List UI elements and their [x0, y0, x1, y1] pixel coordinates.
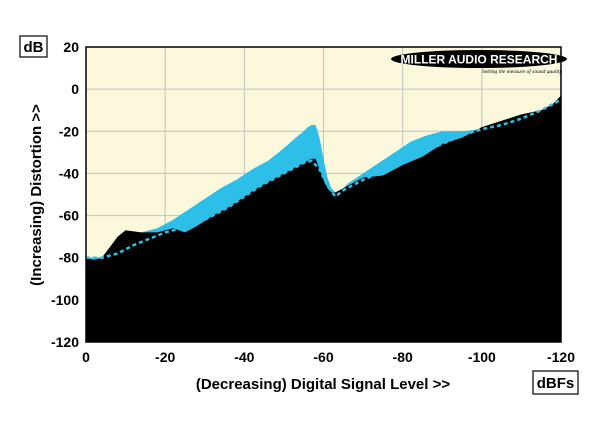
logo-name: MILLER AUDIO RESEARCH: [401, 53, 558, 67]
x-unit-label: dBFs: [537, 375, 575, 392]
logo-tagline: Setting the measure of sound quality: [482, 68, 563, 75]
miller-audio-research-logo: MILLER AUDIO RESEARCH Setting the measur…: [391, 50, 567, 75]
x-tick-label: 0: [82, 349, 90, 365]
x-unit-box: dBFs: [532, 370, 579, 395]
y-axis-title: (Increasing) Distortion >>: [28, 104, 45, 286]
y-tick-label: -80: [59, 250, 79, 266]
y-tick-label: -120: [51, 334, 79, 350]
y-unit-box: dB: [19, 35, 48, 58]
x-tick-labels: 0 -20 -40 -60 -80 -100 -120: [82, 349, 575, 365]
x-tick-label: -20: [155, 349, 175, 365]
y-tick-label: -100: [51, 292, 79, 308]
y-tick-label: -60: [59, 208, 79, 224]
y-tick-label: 20: [63, 39, 79, 55]
series-group: [86, 95, 561, 342]
plot-frame: [85, 46, 562, 343]
series-2-dashed-line: [86, 98, 561, 259]
x-tick-label: -100: [468, 349, 496, 365]
x-tick-label: -40: [234, 349, 254, 365]
x-tick-label: -60: [313, 349, 333, 365]
y-unit-label: dB: [24, 39, 44, 56]
logo-ellipse: [391, 50, 567, 68]
series-1-area: [86, 95, 561, 342]
y-tick-label: 0: [71, 81, 79, 97]
x-tick-label: -80: [393, 349, 413, 365]
y-tick-label: -40: [59, 165, 79, 181]
x-tick-label: -120: [547, 349, 575, 365]
y-tick-label: -20: [59, 123, 79, 139]
x-axis-title: (Decreasing) Digital Signal Level >>: [196, 376, 450, 393]
y-tick-labels: 20 0 -20 -40 -60 -80 -100 -120: [51, 39, 79, 350]
